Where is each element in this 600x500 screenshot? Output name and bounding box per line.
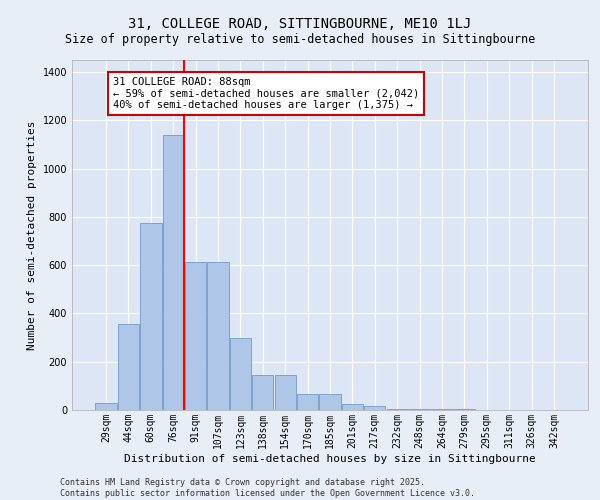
Bar — [140, 223, 161, 410]
Bar — [364, 406, 385, 410]
Bar — [454, 409, 475, 410]
Bar — [431, 409, 452, 410]
Bar — [409, 409, 430, 410]
Bar — [185, 262, 206, 410]
Bar — [208, 262, 229, 410]
Bar — [342, 404, 363, 410]
Y-axis label: Number of semi-detached properties: Number of semi-detached properties — [27, 120, 37, 350]
Text: 31, COLLEGE ROAD, SITTINGBOURNE, ME10 1LJ: 31, COLLEGE ROAD, SITTINGBOURNE, ME10 1L… — [128, 18, 472, 32]
Bar — [386, 409, 408, 410]
Bar — [275, 375, 296, 410]
Bar — [95, 403, 117, 410]
Bar — [297, 394, 318, 410]
Text: 31 COLLEGE ROAD: 88sqm
← 59% of semi-detached houses are smaller (2,042)
40% of : 31 COLLEGE ROAD: 88sqm ← 59% of semi-det… — [113, 77, 419, 110]
Text: Size of property relative to semi-detached houses in Sittingbourne: Size of property relative to semi-detach… — [65, 32, 535, 46]
Text: Contains HM Land Registry data © Crown copyright and database right 2025.
Contai: Contains HM Land Registry data © Crown c… — [60, 478, 475, 498]
Bar — [252, 375, 274, 410]
X-axis label: Distribution of semi-detached houses by size in Sittingbourne: Distribution of semi-detached houses by … — [124, 454, 536, 464]
Bar — [163, 135, 184, 410]
Bar — [118, 324, 139, 410]
Bar — [319, 394, 341, 410]
Bar — [230, 338, 251, 410]
